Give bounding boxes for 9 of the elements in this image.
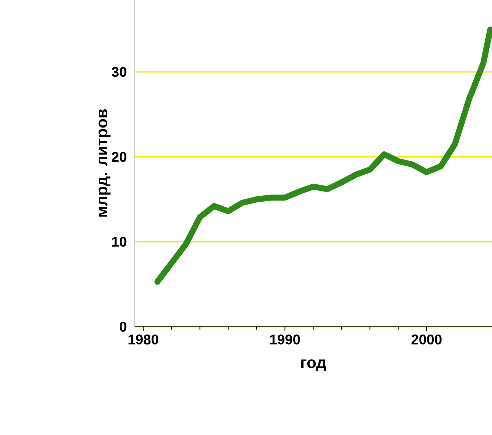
y-tick-label: 0 (120, 322, 127, 332)
y-axis-title: млрд. литров (98, 110, 111, 217)
x-tick-label: 1980 (128, 334, 158, 345)
x-axis-title: год (302, 360, 326, 372)
y-tick-label: 10 (112, 237, 127, 248)
y-tick-label: 30 (112, 67, 127, 78)
x-tick-label: 2000 (412, 334, 442, 345)
x-tick-label: 1990 (270, 334, 300, 345)
y-tick-label: 20 (112, 152, 127, 162)
